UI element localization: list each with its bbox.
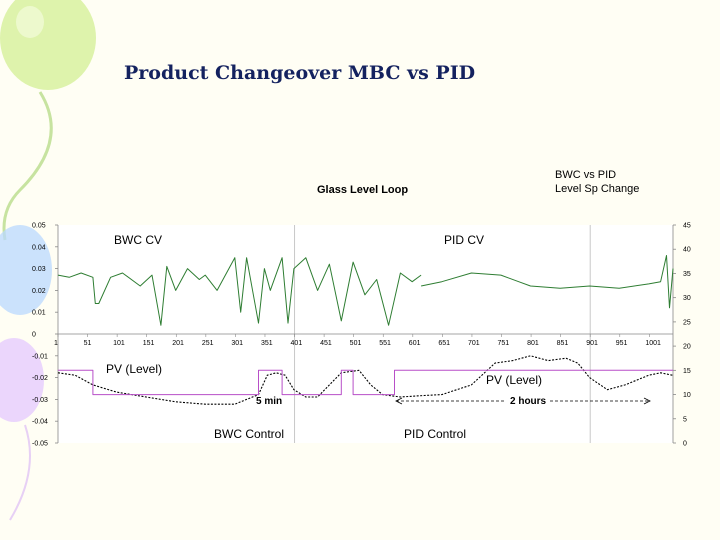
x-tick-label: 601 [409,340,421,347]
x-tick-label: 751 [498,340,510,347]
y-left-tick-label: 0.05 [32,223,46,230]
series-line-2 [420,255,674,309]
x-tick-label: 701 [468,340,480,347]
x-tick-label: 851 [557,340,569,347]
y-left-tick-label: 0 [32,332,36,339]
x-tick-label: 251 [202,340,214,347]
annotation-arrowhead-left [395,397,403,405]
series-line-4 [58,369,673,396]
y-left-tick-label: 0.04 [32,244,46,251]
x-tick-label: 151 [143,340,155,347]
y-right-tick-label: 20 [683,344,691,351]
y-left-tick-label: 0.02 [32,288,46,295]
y-right-tick-label: 10 [683,392,691,399]
y-left-tick-label: -0.02 [32,375,48,382]
annotation-5-min: 5 min [256,396,282,407]
annotation-pv-level-right: PV (Level) [486,373,542,387]
x-tick-label: 901 [586,340,598,347]
chart-note-line-1: BWC vs PID [555,169,617,181]
x-tick-label: 651 [438,340,450,347]
x-tick-label: 201 [172,340,184,347]
y-left-tick-label: 0.01 [32,310,46,317]
x-tick-label: 801 [527,340,539,347]
slide-title: Product Changeover MBC vs PID [124,62,476,84]
series-line-3 [57,355,673,405]
y-right-tick-label: 40 [683,247,691,254]
annotation-pid-control: PID Control [404,427,466,441]
y-right-tick-label: 0 [683,441,687,448]
y-left-tick-label: -0.01 [32,353,48,360]
annotation-pid-cv: PID CV [444,233,484,247]
x-tick-label: 1001 [645,340,661,347]
series-line-1 [57,257,422,326]
chart-note-line-2: Level Sp Change [555,183,640,195]
y-left-tick-label: 0.03 [32,266,46,273]
y-right-tick-label: 5 [683,416,687,423]
level-loop-chart: 0.05 0.04 0.03 0.02 0.01 0 -0.01 -0.02 -0.03 -0.0… [32,223,691,448]
chart-title: Glass Level Loop [317,184,409,196]
balloon-decoration [0,0,96,521]
x-tick-label: 451 [320,340,332,347]
annotation-bwc-cv: BWC CV [114,233,162,247]
x-tick-label: 501 [350,340,362,347]
y-left-tick-label: -0.04 [32,419,48,426]
chart-note: BWC vs PID Level Sp Change [555,168,639,196]
x-tick-label: 951 [616,340,628,347]
y-right-tick-label: 15 [683,368,691,375]
x-tick-label: 51 [84,340,92,347]
y-right-tick-label: 30 [683,295,691,302]
annotation-bwc-control: BWC Control [214,427,284,441]
x-tick-label: 301 [231,340,243,347]
x-tick-label: 401 [291,340,303,347]
x-tick-label: 1 [54,340,58,347]
y-right-tick-label: 45 [683,223,691,230]
annotation-arrowhead-right [643,397,651,405]
y-right-tick-label: 35 [683,271,691,278]
x-tick-label: 101 [113,340,125,347]
y-left-tick-label: -0.03 [32,397,48,404]
x-tick-label: 551 [379,340,391,347]
annotation-2-hours: 2 hours [510,396,547,407]
annotation-pv-level-left: PV (Level) [106,362,162,376]
y-right-tick-label: 25 [683,319,691,326]
x-tick-label: 351 [261,340,273,347]
y-left-tick-label: -0.05 [32,441,48,448]
